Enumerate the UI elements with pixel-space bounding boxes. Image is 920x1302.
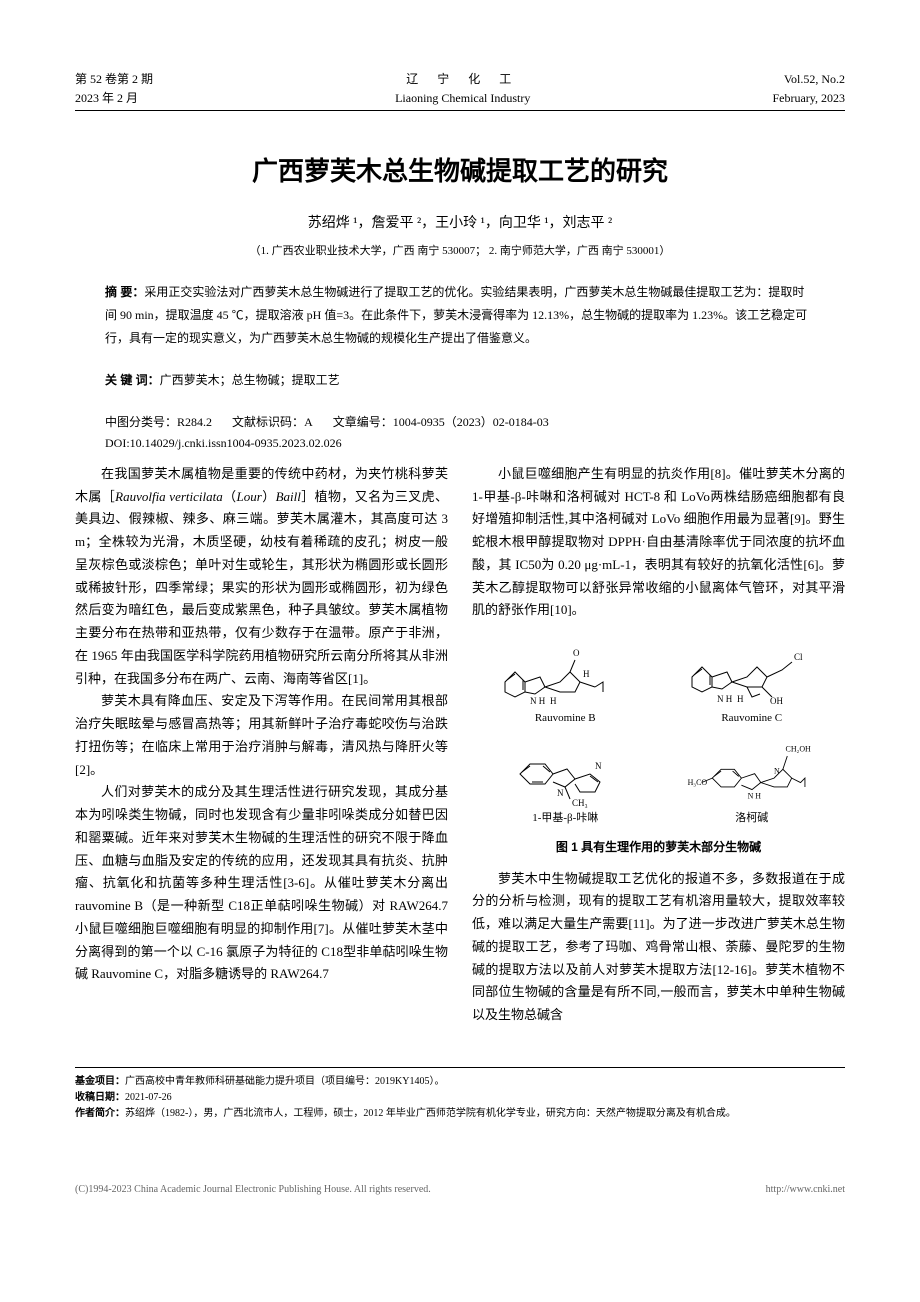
keywords-text: 广西萝芙木；总生物碱；提取工艺: [160, 373, 340, 387]
doccode-label: 文献标识码：: [232, 415, 304, 429]
author-text: 苏绍烨（1982-），男，广西北流市人，工程师，硕士，2012 年毕业广西师范学…: [125, 1108, 736, 1119]
page-footer: (C)1994-2023 China Academic Journal Elec…: [0, 1182, 920, 1218]
svg-text:N: N: [595, 761, 602, 771]
svg-text:N H: N H: [747, 792, 761, 801]
affiliations: （1. 广西农业职业技术大学，广西 南宁 530007； 2. 南宁师范大学，广…: [75, 243, 845, 261]
doi: DOI:10.14029/j.cnki.issn1004-0935.2023.0…: [105, 434, 815, 453]
svg-text:N H: N H: [717, 694, 733, 704]
clc-label: 中图分类号：: [105, 415, 177, 429]
article-title: 广西萝芙木总生物碱提取工艺的研究: [75, 151, 845, 193]
copyright: (C)1994-2023 China Academic Journal Elec…: [75, 1182, 431, 1198]
label-rauvomine-c: Rauvomine C: [659, 709, 846, 728]
svg-text:O: O: [573, 648, 580, 658]
body-text: 在我国萝芙木属植物是重要的传统中药材，为夹竹桃科萝芙木属［Rauvolfia v…: [75, 463, 845, 1027]
svg-text:H: H: [737, 694, 744, 704]
paragraph-5: 萝芙木中生物碱提取工艺优化的报道不多，多数报道在于成分的分析与检测，现有的提取工…: [472, 868, 845, 1027]
recv-label: 收稿日期：: [75, 1092, 125, 1103]
date-cn: 2023 年 2 月: [75, 89, 153, 108]
paragraph-2: 萝芙木具有降血压、安定及下泻等作用。在民间常用其根部治疗失眠眩晕与感冒高热等；用…: [75, 690, 448, 781]
keywords: 关 键 词：广西萝芙木；总生物碱；提取工艺: [105, 369, 815, 392]
svg-text:N H: N H: [530, 696, 546, 706]
header-center: 辽 宁 化 工 Liaoning Chemical Industry: [153, 70, 772, 108]
figure-1: O H N H H Rauvomine B: [472, 632, 845, 858]
vol-issue-en: Vol.52, No.2: [772, 70, 845, 89]
svg-text:Cl: Cl: [794, 652, 803, 662]
journal-name-en: Liaoning Chemical Industry: [153, 89, 772, 108]
fund-label: 基金项目：: [75, 1076, 125, 1087]
page-header: 第 52 卷第 2 期 2023 年 2 月 辽 宁 化 工 Liaoning …: [75, 70, 845, 111]
svg-text:N: N: [557, 788, 564, 798]
journal-name-cn: 辽 宁 化 工: [153, 70, 772, 89]
keywords-label: 关 键 词：: [105, 373, 160, 387]
abstract-text: 采用正交实验法对广西萝芙木总生物碱进行了提取工艺的优化。实验结果表明，广西萝芙木…: [105, 285, 807, 345]
svg-text:N: N: [774, 767, 780, 776]
recv-text: 2021-07-26: [125, 1092, 172, 1103]
fund-text: 广西高校中青年教师科研基础能力提升项目（项目编号：2019KY1405）。: [125, 1076, 444, 1087]
paragraph-1: 在我国萝芙木属植物是重要的传统中药材，为夹竹桃科萝芙木属［Rauvolfia v…: [75, 463, 448, 691]
abstract-label: 摘 要：: [105, 285, 144, 299]
paragraph-3: 人们对萝芙木的成分及其生理活性进行研究发现，其成分基本为吲哚类生物碱，同时也发现…: [75, 781, 448, 986]
svg-text:H: H: [550, 696, 557, 706]
label-compound3: 1-甲基-β-咔啉: [472, 809, 659, 828]
svg-text:H: H: [583, 669, 590, 679]
articleno: 1004-0935（2023）02-0184-03: [393, 415, 549, 429]
svg-text:CH₃: CH₃: [572, 798, 588, 808]
header-right: Vol.52, No.2 February, 2023: [772, 70, 845, 108]
author-label: 作者简介：: [75, 1108, 125, 1119]
cnki-url: http://www.cnki.net: [766, 1182, 845, 1198]
doccode: A: [304, 415, 313, 429]
svg-text:H₃CO: H₃CO: [687, 779, 707, 788]
footnotes: 基金项目：广西高校中青年教师科研基础能力提升项目（项目编号：2019KY1405…: [75, 1067, 845, 1122]
svg-text:CH₂OH: CH₂OH: [785, 745, 811, 754]
svg-text:OH: OH: [770, 696, 783, 706]
abstract: 摘 要：采用正交实验法对广西萝芙木总生物碱进行了提取工艺的优化。实验结果表明，广…: [105, 281, 815, 349]
authors: 苏绍烨 ¹，詹爱平 ²，王小玲 ¹，向卫华 ¹，刘志平 ²: [75, 213, 845, 235]
structure-compound3: N N CH₃: [472, 734, 659, 809]
figure-1-caption: 图 1 具有生理作用的萝芙木部分生物碱: [472, 837, 845, 858]
header-left: 第 52 卷第 2 期 2023 年 2 月: [75, 70, 153, 108]
structure-rauvomine-b: O H N H H: [472, 632, 659, 707]
articleno-label: 文章编号：: [333, 415, 393, 429]
vol-issue-cn: 第 52 卷第 2 期: [75, 70, 153, 89]
structure-rauvomine-c: Cl OH N H H: [659, 632, 846, 707]
label-rauvomine-b: Rauvomine B: [472, 709, 659, 728]
label-compound4: 洛柯碱: [659, 809, 846, 828]
date-en: February, 2023: [772, 89, 845, 108]
meta-row: 中图分类号：R284.2 文献标识码：A 文章编号：1004-0935（2023…: [105, 412, 815, 434]
paragraph-4: 小鼠巨噬细胞产生有明显的抗炎作用[8]。催吐萝芙木分离的 1-甲基-β-咔啉和洛…: [472, 463, 845, 622]
structure-compound4: CH₂OH H₃CO N H N: [659, 734, 846, 809]
clc: R284.2: [177, 415, 212, 429]
